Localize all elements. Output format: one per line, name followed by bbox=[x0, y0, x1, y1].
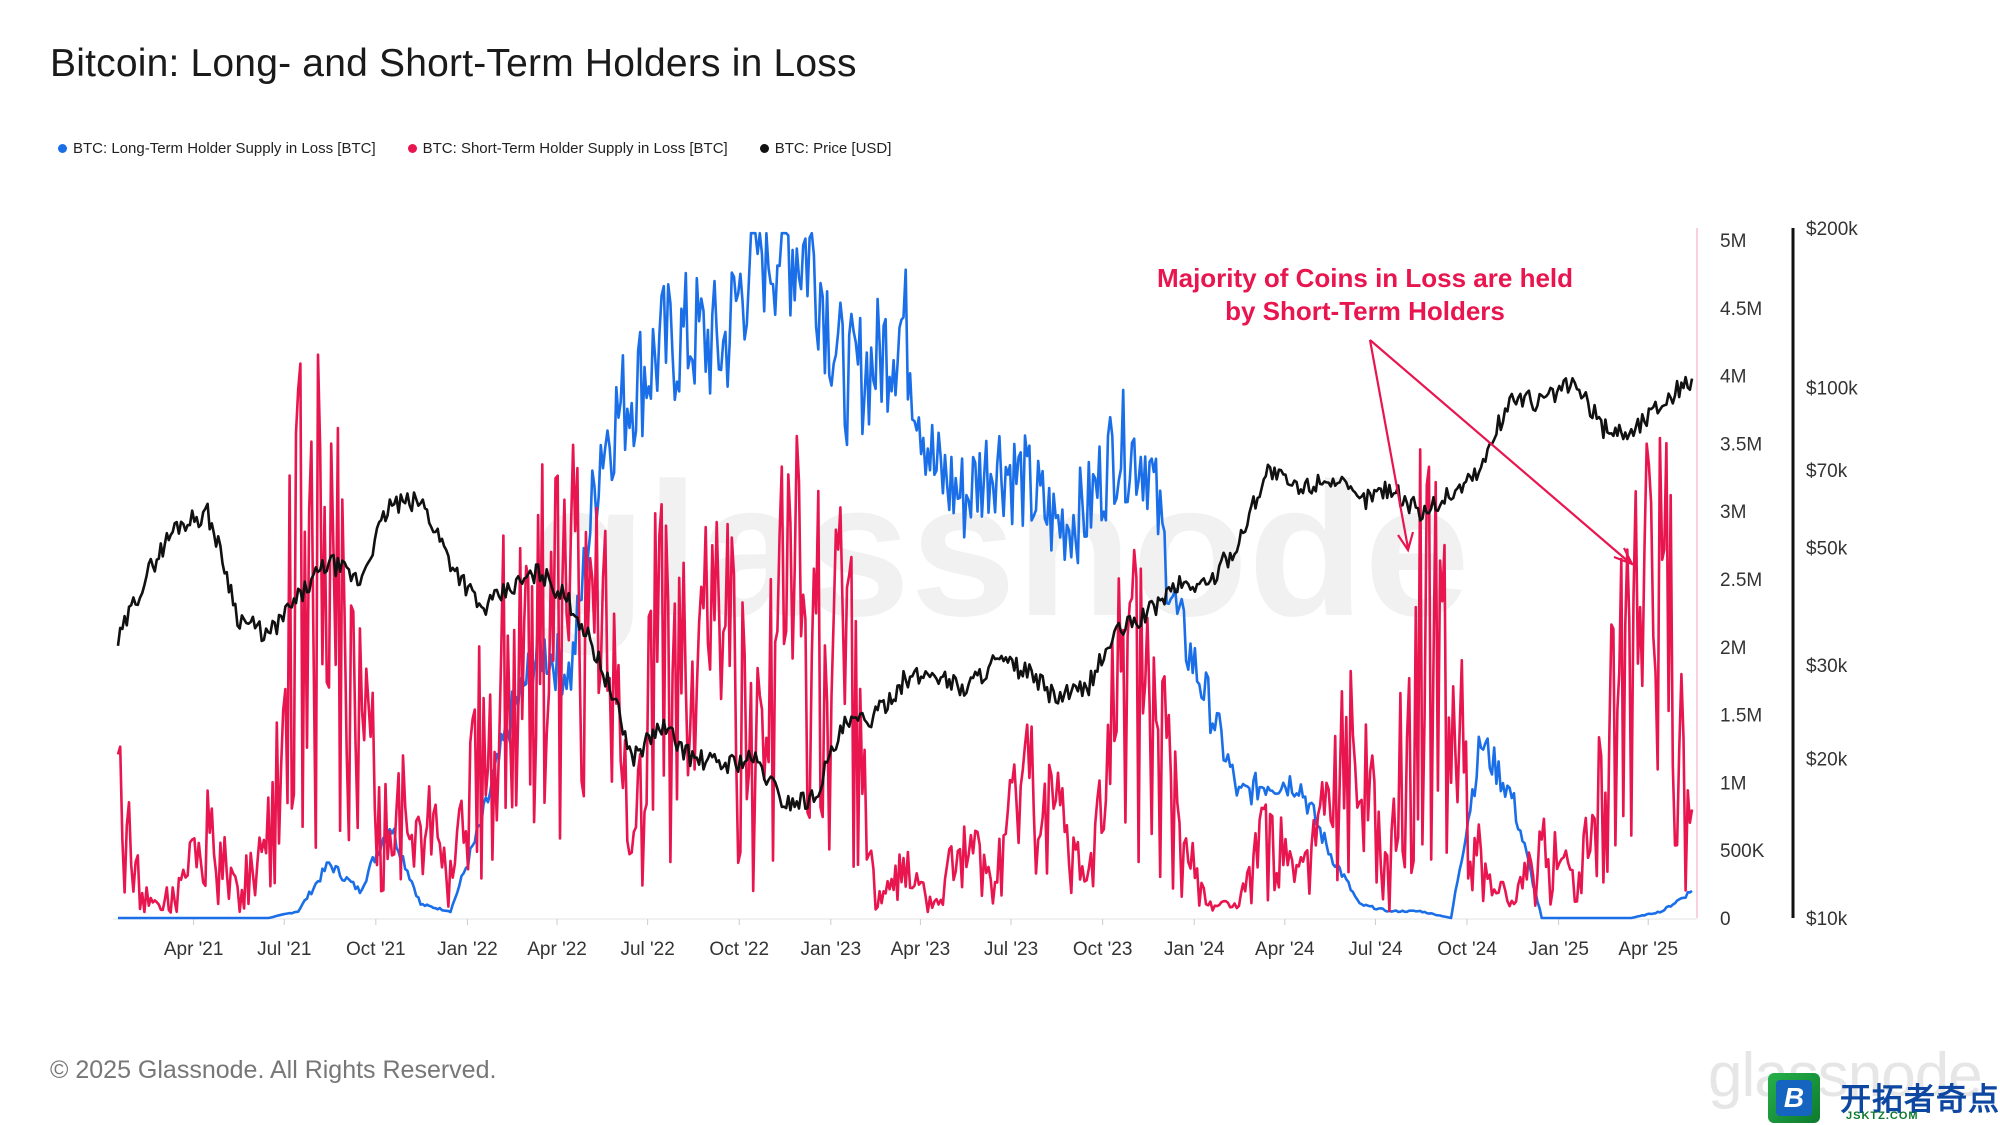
supply-tick-label: 4M bbox=[1720, 367, 1746, 388]
legend-label-price: BTC: Price [USD] bbox=[774, 140, 892, 157]
badge-letter: B bbox=[1776, 1080, 1812, 1116]
supply-tick-label: 2.5M bbox=[1720, 570, 1762, 591]
x-tick-label: Jul '23 bbox=[984, 939, 1038, 960]
legend-dot-price bbox=[759, 144, 769, 153]
x-tick-label: Jul '24 bbox=[1348, 939, 1403, 960]
badge-sub: JSKTZ.COM bbox=[1846, 1110, 1919, 1122]
site-badge-icon: B bbox=[1768, 1073, 1820, 1123]
series-line-price bbox=[116, 375, 1694, 812]
x-tick-label: Jul '22 bbox=[620, 939, 674, 960]
price-tick-label: $30k bbox=[1806, 656, 1848, 677]
price-tick-label: $20k bbox=[1806, 749, 1848, 770]
price-tick-label: $10k bbox=[1806, 909, 1848, 930]
legend-dot-sth bbox=[407, 144, 417, 153]
x-tick-label: Jul '21 bbox=[257, 939, 311, 960]
supply-tick-label: 1.5M bbox=[1720, 706, 1762, 727]
x-tick-label: Apr '23 bbox=[891, 939, 951, 960]
legend: BTC: Long-Term Holder Supply in Loss [BT… bbox=[58, 140, 891, 157]
price-tick-label: $50k bbox=[1806, 538, 1848, 559]
annotation-arrowhead-1 bbox=[1397, 531, 1415, 553]
legend-dot-lth bbox=[58, 144, 67, 153]
legend-item-price[interactable]: BTC: Price [USD] bbox=[759, 140, 892, 157]
supply-tick-label: 3M bbox=[1720, 502, 1746, 523]
legend-label-sth: BTC: Short-Term Holder Supply in Loss [B… bbox=[422, 140, 728, 157]
x-tick-label: Jan '24 bbox=[1164, 939, 1225, 960]
x-tick-label: Apr '21 bbox=[164, 939, 224, 960]
supply-tick-label: 0 bbox=[1720, 909, 1731, 930]
supply-tick-label: 500K bbox=[1720, 841, 1765, 862]
x-tick-label: Jan '22 bbox=[437, 939, 498, 960]
price-tick-label: $200k bbox=[1806, 219, 1858, 240]
annotation-arrows bbox=[1368, 339, 1635, 567]
annotation-arrow-1 bbox=[1368, 339, 1410, 549]
x-tick-label: Jan '23 bbox=[800, 939, 861, 960]
supply-tick-label: 1M bbox=[1720, 773, 1746, 794]
supply-tick-label: 2M bbox=[1720, 638, 1746, 659]
legend-label-lth: BTC: Long-Term Holder Supply in Loss [BT… bbox=[73, 140, 376, 157]
annotation-line-2: by Short-Term Holders bbox=[1225, 296, 1505, 326]
badge-text: 开拓者奇点 bbox=[1840, 1082, 2000, 1117]
x-tick-label: Apr '22 bbox=[527, 939, 587, 960]
annotation-arrowhead-2 bbox=[1613, 547, 1635, 567]
supply-tick-label: 4.5M bbox=[1720, 299, 1762, 320]
x-tick-label: Apr '25 bbox=[1618, 939, 1678, 960]
supply-tick-label: 3.5M bbox=[1720, 434, 1762, 455]
plot-group: Apr '21 Jul '21 Oct '21 Jan '22 Apr '22 Jul '… bbox=[113, 219, 1858, 960]
background-watermark: glassnode bbox=[530, 444, 1470, 656]
annotation-arrow-2 bbox=[1369, 339, 1631, 564]
x-tick-label: Oct '21 bbox=[346, 939, 406, 960]
x-tick-label: Apr '24 bbox=[1255, 939, 1315, 960]
series-line-sth bbox=[116, 353, 1694, 914]
x-tick-label: Oct '24 bbox=[1437, 939, 1497, 960]
x-tick-label: Oct '22 bbox=[709, 939, 769, 960]
corner-watermark: glassnode bbox=[1708, 1041, 1983, 1110]
chart-title: Bitcoin: Long- and Short-Term Holders in… bbox=[50, 42, 857, 85]
price-tick-label: $70k bbox=[1806, 461, 1848, 482]
x-tick-label: Jan '25 bbox=[1528, 939, 1589, 960]
price-tick-label: $100k bbox=[1806, 379, 1858, 400]
annotation-line-1: Majority of Coins in Loss are held bbox=[1157, 263, 1573, 293]
supply-tick-label: 5M bbox=[1720, 231, 1746, 252]
legend-item-lth[interactable]: BTC: Long-Term Holder Supply in Loss [BT… bbox=[58, 140, 376, 157]
copyright-footer: © 2025 Glassnode. All Rights Reserved. bbox=[50, 1056, 497, 1084]
x-tick-label: Oct '23 bbox=[1073, 939, 1133, 960]
legend-item-sth[interactable]: BTC: Short-Term Holder Supply in Loss [B… bbox=[407, 140, 728, 157]
